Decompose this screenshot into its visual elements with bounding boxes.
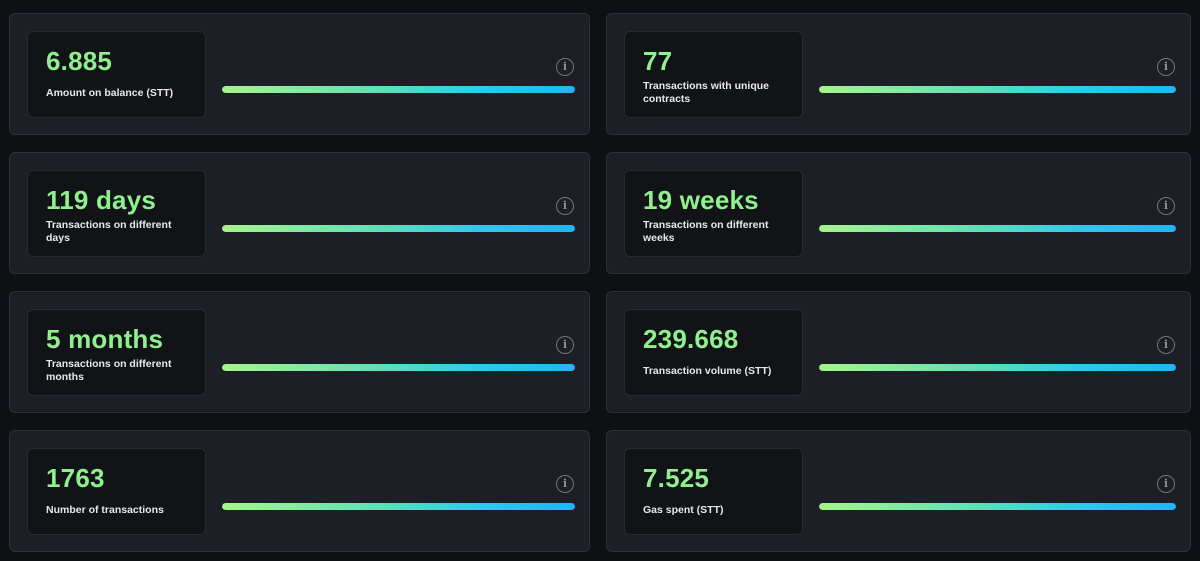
progress-bar [222,225,575,232]
stat-value: 239.668 [643,324,739,354]
progress-bar [222,86,575,93]
progress-bar [819,86,1176,93]
progress-fill [222,503,575,510]
info-icon[interactable]: i [1157,58,1175,76]
stat-value: 119 days [46,185,157,215]
stat-value: 6.885 [46,46,113,76]
stat-box: 119 days Transactions on different days [27,170,206,257]
stat-card-gas-spent: 7.525 Gas spent (STT) i [606,430,1191,552]
stat-value: 77 [643,46,673,76]
stats-grid: 6.885 Amount on balance (STT) i 77 Trans… [9,13,1191,552]
progress-bar [819,364,1176,371]
stat-box: 19 weeks Transactions on different weeks [624,170,803,257]
stat-label: Transaction volume (STT) [643,365,772,377]
info-icon[interactable]: i [1157,336,1175,354]
stat-label: Amount on balance (STT) [46,87,174,99]
stat-box: 1763 Number of transactions [27,448,206,535]
progress-fill [819,503,1176,510]
info-icon[interactable]: i [1157,197,1175,215]
stat-box: 6.885 Amount on balance (STT) [27,31,206,118]
stat-card-different-weeks: 19 weeks Transactions on different weeks… [606,152,1191,274]
info-icon[interactable]: i [556,475,574,493]
stat-label: Transactions on different weeks [643,219,769,244]
progress-fill [819,364,1176,371]
stat-card-number-of-transactions: 1763 Number of transactions i [9,430,590,552]
stat-label: Transactions on different days [46,219,172,244]
info-icon[interactable]: i [1157,475,1175,493]
stat-label: Gas spent (STT) [643,504,724,516]
stat-card-different-days: 119 days Transactions on different days … [9,152,590,274]
stat-box: 5 months Transactions on different month… [27,309,206,396]
progress-fill [222,364,575,371]
progress-bar [819,503,1176,510]
stat-label: Transactions on different months [46,358,172,383]
stat-card-transaction-volume: 239.668 Transaction volume (STT) i [606,291,1191,413]
stat-value: 19 weeks [643,185,759,215]
progress-fill [222,225,575,232]
progress-bar [819,225,1176,232]
info-icon[interactable]: i [556,58,574,76]
stat-box: 77 Transactions with unique contracts [624,31,803,118]
stat-box: 7.525 Gas spent (STT) [624,448,803,535]
progress-fill [222,86,575,93]
progress-bar [222,503,575,510]
stat-card-unique-contracts: 77 Transactions with unique contracts i [606,13,1191,135]
stat-value: 5 months [46,324,164,354]
stat-value: 1763 [46,463,105,493]
progress-fill [819,86,1176,93]
stat-value: 7.525 [643,463,710,493]
progress-bar [222,364,575,371]
stat-label: Transactions with unique contracts [643,80,770,105]
stat-card-balance: 6.885 Amount on balance (STT) i [9,13,590,135]
progress-fill [819,225,1176,232]
stat-label: Number of transactions [46,504,164,516]
info-icon[interactable]: i [556,336,574,354]
stat-box: 239.668 Transaction volume (STT) [624,309,803,396]
stat-card-different-months: 5 months Transactions on different month… [9,291,590,413]
info-icon[interactable]: i [556,197,574,215]
